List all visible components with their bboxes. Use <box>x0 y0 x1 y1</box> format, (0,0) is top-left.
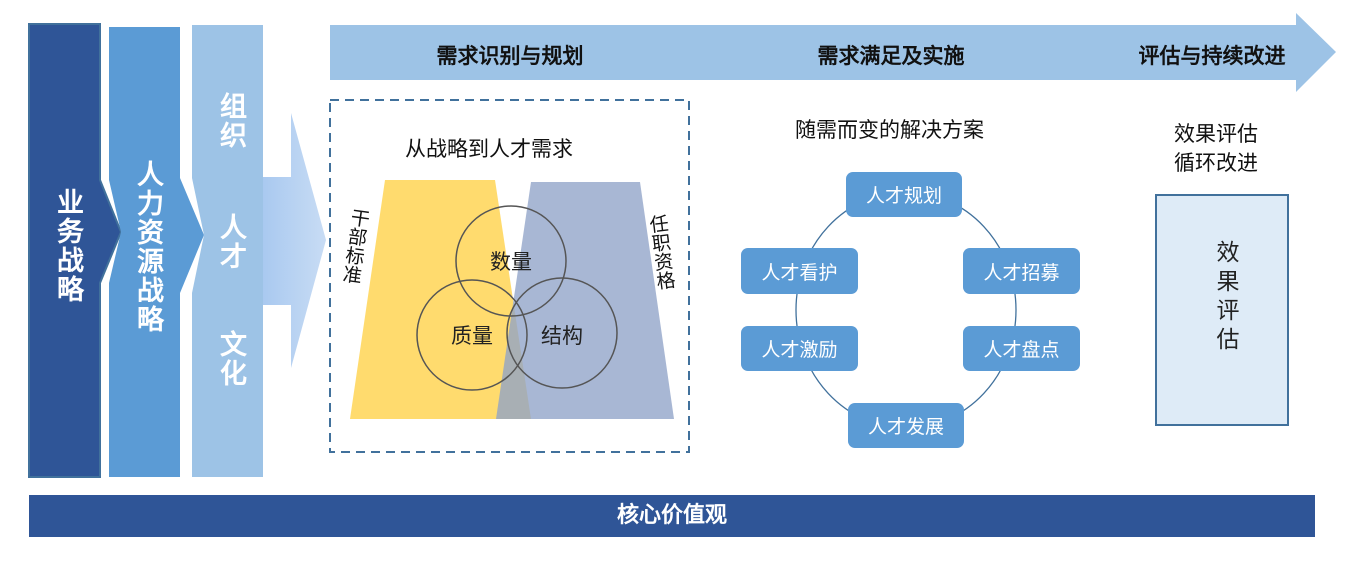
stage-arrow <box>330 13 1336 92</box>
solution-talent-development: 人才发展 <box>848 403 964 448</box>
business-strategy-label: 业务战略 <box>52 188 83 304</box>
stage-identify: 需求识别与规划 <box>436 44 584 68</box>
evaluation-box-label: 效果评估 <box>1212 240 1238 356</box>
section2-title: 随需而变的解决方案 <box>795 118 984 142</box>
core-values-label: 核心价值观 <box>616 503 727 528</box>
stage-evaluate: 评估与持续改进 <box>1138 44 1286 68</box>
section1-title: 从战略到人才需求 <box>405 137 573 161</box>
solution-ring <box>795 191 1017 429</box>
circle-quality <box>416 279 528 391</box>
demand-box <box>329 99 690 453</box>
culture-label: 文化 <box>215 330 246 388</box>
section3-title-line2: 循环改进 <box>1174 151 1258 175</box>
solution-talent-care: 人才看护 <box>741 248 858 294</box>
hr-strategy-column <box>109 27 204 477</box>
circle-structure <box>506 277 618 389</box>
circle-quantity <box>455 205 567 317</box>
core-values-bar <box>29 495 1315 537</box>
stage-implement: 需求满足及实施 <box>817 44 965 68</box>
org-talent-culture-column <box>192 25 263 477</box>
venn-quantity: 数量 <box>490 250 532 274</box>
solution-talent-planning: 人才规划 <box>846 172 962 217</box>
org-label: 组织 <box>215 92 246 150</box>
qualification-shape <box>496 182 674 419</box>
section3-title-line1: 效果评估 <box>1174 122 1258 146</box>
solution-talent-incentive: 人才激励 <box>741 326 858 371</box>
venn-quality: 质量 <box>451 324 493 348</box>
talent-label: 人才 <box>215 213 246 271</box>
hr-strategy-label: 人力资源战略 <box>132 160 163 334</box>
cadre-standard-shape <box>350 180 531 419</box>
venn-structure: 结构 <box>541 324 583 348</box>
solution-talent-recruit: 人才招募 <box>963 248 1080 294</box>
solution-talent-review: 人才盘点 <box>963 326 1080 371</box>
flow-arrow <box>263 113 326 368</box>
business-strategy-column <box>28 23 123 478</box>
evaluation-panel <box>1155 194 1289 426</box>
